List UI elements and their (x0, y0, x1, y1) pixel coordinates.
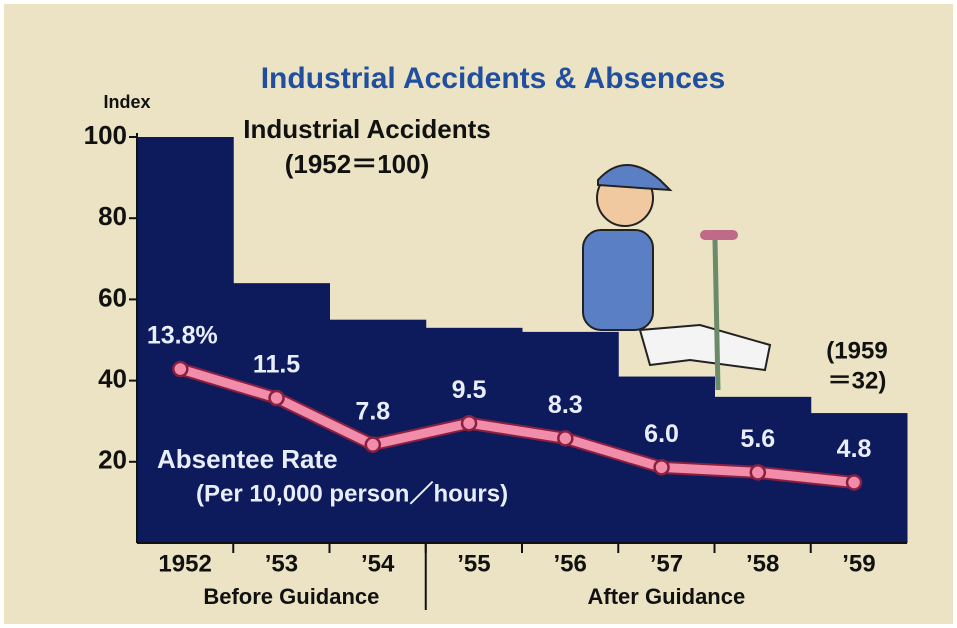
data-label: 9.5 (452, 376, 487, 404)
line-series-name: Absentee Rate (157, 444, 338, 474)
data-label: 5.6 (740, 425, 775, 453)
y-tick-label: 80 (98, 201, 127, 231)
line-point (270, 391, 284, 405)
bar-series-unit: (1952＝100) (285, 149, 430, 179)
chart-title: Industrial Accidents & Absences (261, 62, 726, 95)
annotation: ＝32) (828, 367, 887, 394)
line-point (558, 431, 572, 445)
x-tick-label: 1952 (158, 550, 211, 577)
line-point (173, 362, 187, 376)
x-tick-label: ’55 (457, 550, 490, 577)
x-tick-label: ’56 (553, 550, 586, 577)
data-label: 11.5 (253, 351, 300, 379)
x-tick-label: ’58 (746, 550, 779, 577)
line-point (366, 438, 380, 452)
group-label: Before Guidance (203, 584, 379, 609)
y-tick-label: 40 (98, 363, 127, 393)
data-label: 4.8 (837, 435, 872, 463)
y-tick-label: 100 (84, 120, 127, 150)
line-point (462, 416, 476, 430)
y-axis-label: Index (103, 92, 150, 112)
line-point (847, 475, 861, 489)
data-label: 8.3 (548, 391, 583, 419)
chart: Industrial Accidents & Absences Index In… (0, 0, 957, 628)
x-tick-label: ’59 (842, 550, 875, 577)
data-label: 7.8 (355, 397, 390, 425)
line-series-unit: (Per 10,000 person／hours) (196, 480, 508, 507)
y-tick-label: 20 (98, 445, 127, 475)
x-tick-label: ’53 (265, 550, 298, 577)
x-tick-label: ’54 (361, 550, 395, 577)
line-point (751, 465, 765, 479)
line-point (655, 460, 669, 474)
y-tick-label: 60 (98, 282, 127, 312)
bar-series-name: Industrial Accidents (243, 114, 491, 144)
group-label: After Guidance (588, 584, 746, 609)
data-label: 13.8% (147, 322, 218, 350)
annotation: (1959 (826, 337, 887, 364)
x-tick-label: ’57 (650, 550, 683, 577)
data-label: 6.0 (644, 420, 679, 448)
page: {"chart_data": { "type": "bar", "title":… (0, 0, 957, 628)
